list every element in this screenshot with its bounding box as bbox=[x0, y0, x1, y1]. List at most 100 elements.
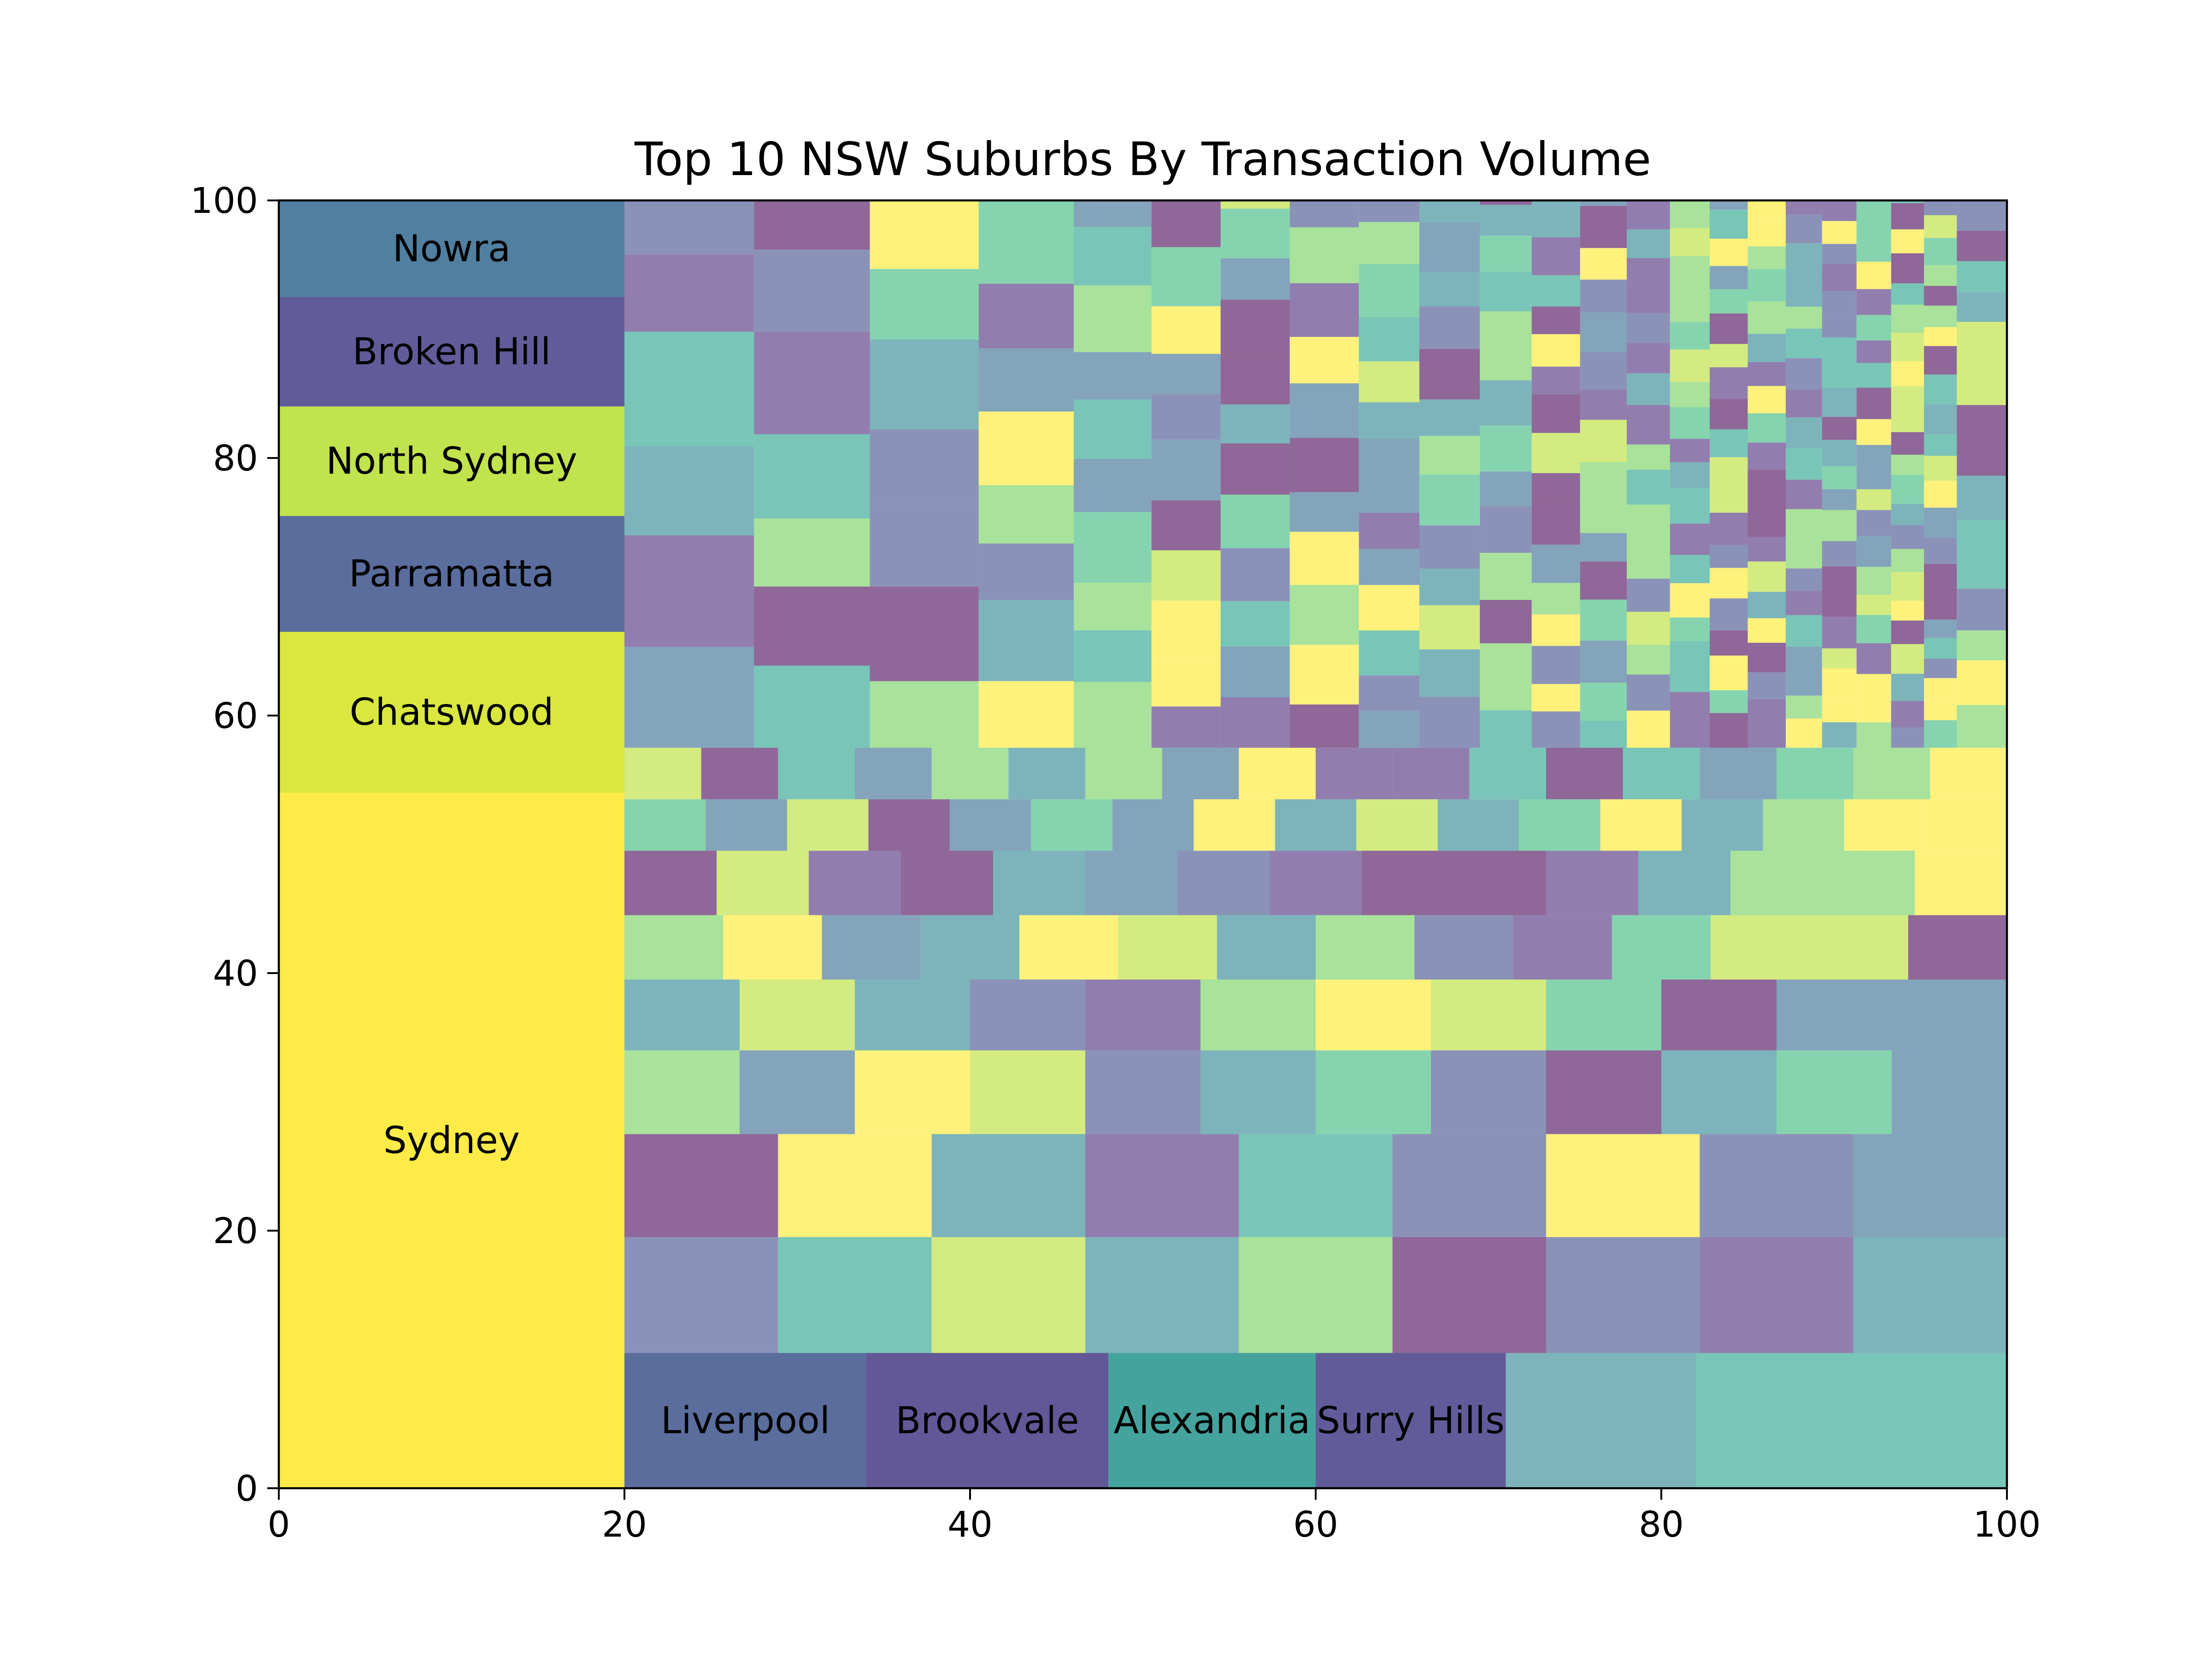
tile bbox=[624, 1134, 778, 1237]
tile bbox=[1915, 851, 2007, 916]
tile bbox=[1957, 231, 2007, 261]
tile bbox=[1151, 200, 1221, 247]
tile bbox=[1822, 466, 1857, 489]
tile bbox=[1627, 505, 1670, 542]
tile bbox=[1670, 583, 1710, 618]
tile bbox=[1031, 799, 1112, 851]
tile bbox=[1638, 851, 1730, 916]
tile bbox=[1891, 475, 1924, 504]
tile bbox=[754, 587, 870, 666]
tile bbox=[1891, 454, 1924, 475]
tile bbox=[1822, 541, 1857, 567]
tile bbox=[870, 504, 979, 587]
tile bbox=[1289, 383, 1359, 438]
tile-label-parramatta: Parramatta bbox=[349, 552, 554, 595]
tile bbox=[1786, 695, 1822, 719]
tile bbox=[1747, 362, 1786, 386]
tile bbox=[1924, 619, 1957, 639]
tile bbox=[1670, 256, 1710, 292]
tile bbox=[1531, 366, 1580, 394]
tile bbox=[624, 915, 724, 980]
tile bbox=[624, 851, 717, 916]
tile bbox=[1822, 365, 1857, 388]
tile bbox=[1627, 285, 1670, 313]
tile bbox=[1924, 238, 1957, 265]
tile bbox=[901, 851, 993, 916]
tile bbox=[978, 681, 1074, 748]
tile bbox=[1151, 706, 1221, 748]
tile bbox=[1289, 704, 1359, 748]
tile bbox=[1580, 561, 1627, 600]
tile bbox=[1670, 692, 1710, 716]
tile bbox=[1151, 500, 1221, 551]
tile bbox=[1822, 595, 1857, 617]
tile bbox=[1786, 509, 1822, 540]
tile bbox=[1239, 747, 1316, 799]
tile bbox=[1200, 1050, 1316, 1134]
tile bbox=[1710, 313, 1748, 344]
tile bbox=[624, 646, 754, 748]
tile bbox=[1546, 979, 1661, 1051]
tile bbox=[1359, 549, 1419, 585]
tile bbox=[1670, 349, 1710, 382]
tile-surry-hills-overlay bbox=[1316, 1353, 1506, 1488]
tile bbox=[1580, 640, 1627, 683]
tile bbox=[1747, 537, 1786, 562]
tile bbox=[1670, 716, 1710, 748]
tile bbox=[1822, 221, 1857, 244]
tile bbox=[1822, 244, 1857, 264]
tile bbox=[1891, 253, 1924, 283]
tile bbox=[1627, 313, 1670, 343]
chart-title: Top 10 NSW Suburbs By Transaction Volume bbox=[634, 132, 1651, 186]
tile bbox=[1822, 668, 1857, 697]
tile bbox=[740, 979, 855, 1051]
tile bbox=[1823, 851, 1915, 916]
tile bbox=[754, 518, 870, 587]
tile bbox=[1600, 799, 1682, 851]
tile bbox=[1957, 261, 2007, 293]
tile bbox=[1747, 699, 1786, 722]
tile bbox=[1151, 354, 1221, 394]
tile bbox=[1670, 200, 1710, 228]
tile bbox=[1531, 614, 1580, 646]
tile bbox=[809, 851, 901, 916]
tile bbox=[1892, 1050, 2007, 1134]
tile bbox=[624, 799, 706, 851]
tile bbox=[1627, 405, 1670, 445]
tile bbox=[1289, 492, 1359, 532]
tile bbox=[1856, 536, 1891, 567]
tile bbox=[1957, 322, 2007, 367]
tile bbox=[1074, 630, 1152, 682]
tile bbox=[1419, 222, 1480, 272]
tile bbox=[1359, 512, 1419, 549]
tile bbox=[1957, 520, 2007, 558]
tile-labels-layer: Sydney Chatswood Parramatta North Sydney Bro… bbox=[326, 227, 1505, 1442]
tile bbox=[1957, 588, 2007, 631]
tile bbox=[1924, 658, 1957, 678]
tile bbox=[1853, 1134, 2007, 1237]
tile bbox=[1316, 979, 1431, 1051]
tile bbox=[978, 543, 1074, 600]
tile bbox=[1891, 549, 1924, 572]
tile bbox=[1670, 668, 1710, 693]
tile bbox=[1856, 643, 1891, 674]
tile bbox=[1747, 301, 1786, 334]
tile bbox=[1822, 489, 1857, 510]
tile bbox=[1957, 405, 2007, 441]
tile bbox=[1924, 456, 1957, 481]
tile bbox=[1162, 747, 1239, 799]
tile bbox=[1151, 600, 1221, 658]
tile bbox=[754, 249, 870, 332]
axis-ticks-layer: 0 20 40 60 80 100 0 20 40 60 80 100 bbox=[190, 181, 2041, 1545]
tile bbox=[1924, 374, 1957, 405]
tile bbox=[1580, 248, 1627, 280]
tile bbox=[1891, 600, 1924, 621]
tile bbox=[1359, 361, 1419, 403]
tile bbox=[870, 587, 979, 681]
tile bbox=[1710, 344, 1748, 368]
tile bbox=[1359, 200, 1419, 222]
tile bbox=[1822, 337, 1857, 365]
tile bbox=[1710, 200, 1748, 210]
tile bbox=[1200, 979, 1316, 1051]
tile bbox=[978, 348, 1074, 412]
